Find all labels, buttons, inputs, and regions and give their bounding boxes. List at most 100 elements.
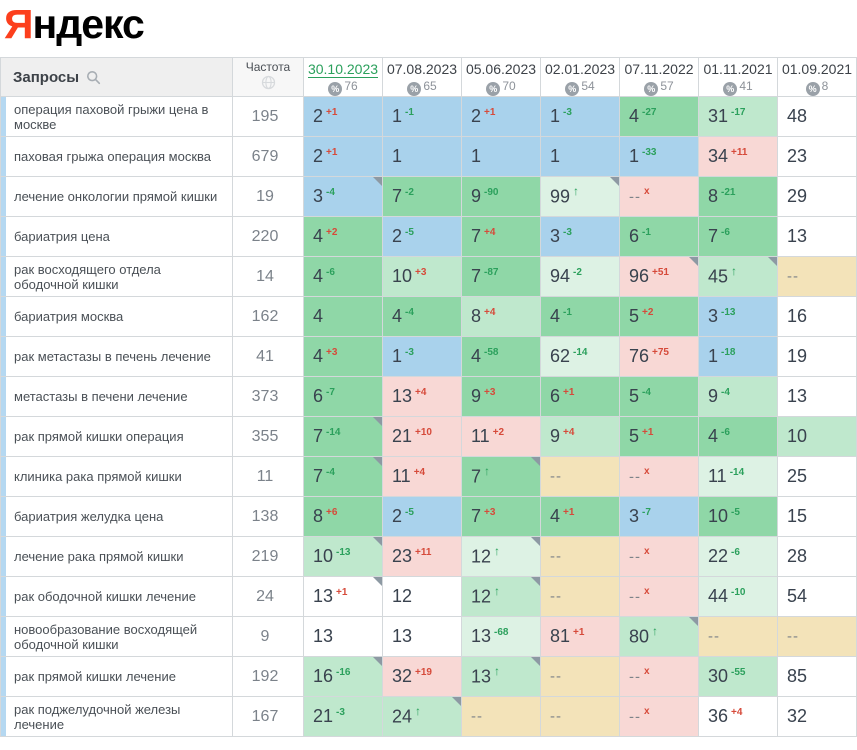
position-cell[interactable]: 13: [382, 616, 462, 657]
date-label[interactable]: 02.01.2023: [544, 61, 616, 77]
position-cell[interactable]: 22 -6: [698, 536, 778, 577]
query-text[interactable]: рак поджелудочной железы лечение: [14, 701, 181, 732]
query-text[interactable]: рак прямой кишки операция: [14, 429, 184, 444]
position-cell[interactable]: 13: [777, 216, 857, 257]
position-cell[interactable]: --: [777, 616, 857, 657]
position-cell[interactable]: 8 +6: [303, 496, 383, 537]
position-cell[interactable]: -- x: [619, 456, 699, 497]
position-cell[interactable]: 34 +11: [698, 136, 778, 177]
search-icon[interactable]: [86, 70, 101, 85]
date-label[interactable]: 01.11.2021: [703, 61, 773, 77]
query-cell[interactable]: рак прямой кишки лечение: [0, 656, 233, 697]
position-cell[interactable]: --: [540, 656, 620, 697]
position-cell[interactable]: 8 +4: [461, 296, 541, 337]
date-column-header-02.01.2023[interactable]: 02.01.2023% 54: [540, 57, 620, 97]
position-cell[interactable]: 45 ↑: [698, 256, 778, 297]
query-text[interactable]: бариатрия цена: [14, 229, 110, 244]
position-cell[interactable]: --: [540, 696, 620, 737]
position-cell[interactable]: 1 -33: [619, 136, 699, 177]
date-column-header-05.06.2023[interactable]: 05.06.2023% 70: [461, 57, 541, 97]
query-text[interactable]: бариатрия москва: [14, 309, 124, 324]
date-column-header-07.08.2023[interactable]: 07.08.2023% 65: [382, 57, 462, 97]
position-cell[interactable]: 16 -16: [303, 656, 383, 697]
position-cell[interactable]: -- x: [619, 576, 699, 617]
query-cell[interactable]: рак ободочной кишки лечение: [0, 576, 233, 617]
position-cell[interactable]: --: [461, 696, 541, 737]
position-cell[interactable]: 1 -3: [382, 336, 462, 377]
position-cell[interactable]: 1 -18: [698, 336, 778, 377]
position-cell[interactable]: 12 ↑: [461, 536, 541, 577]
position-cell[interactable]: 11 +2: [461, 416, 541, 457]
position-cell[interactable]: 32 +19: [382, 656, 462, 697]
position-cell[interactable]: 13 +4: [382, 376, 462, 417]
position-cell[interactable]: 48: [777, 96, 857, 137]
position-cell[interactable]: 9 +4: [540, 416, 620, 457]
query-text[interactable]: рак ободочной кишки лечение: [14, 589, 196, 604]
position-cell[interactable]: 3 -4: [303, 176, 383, 217]
position-cell[interactable]: 4 -6: [698, 416, 778, 457]
position-cell[interactable]: 3 -13: [698, 296, 778, 337]
position-cell[interactable]: 28: [777, 536, 857, 577]
position-cell[interactable]: --: [540, 576, 620, 617]
position-cell[interactable]: 3 -3: [540, 216, 620, 257]
position-cell[interactable]: 24 ↑: [382, 696, 462, 737]
position-cell[interactable]: 1: [382, 136, 462, 177]
position-cell[interactable]: 80 ↑: [619, 616, 699, 657]
position-cell[interactable]: 7 -14: [303, 416, 383, 457]
position-cell[interactable]: 7 -2: [382, 176, 462, 217]
position-cell[interactable]: 6 +1: [540, 376, 620, 417]
position-cell[interactable]: 54: [777, 576, 857, 617]
query-cell[interactable]: паховая грыжа операция москва: [0, 136, 233, 177]
position-cell[interactable]: 10 -13: [303, 536, 383, 577]
position-cell[interactable]: 30 -55: [698, 656, 778, 697]
query-cell[interactable]: бариатрия цена: [0, 216, 233, 257]
position-cell[interactable]: 12: [382, 576, 462, 617]
position-cell[interactable]: 99 ↑: [540, 176, 620, 217]
queries-column-header[interactable]: Запросы: [0, 57, 233, 97]
position-cell[interactable]: 10 +3: [382, 256, 462, 297]
position-cell[interactable]: 7 +3: [461, 496, 541, 537]
position-cell[interactable]: 32: [777, 696, 857, 737]
query-text[interactable]: лечение рака прямой кишки: [14, 549, 184, 564]
position-cell[interactable]: 13: [303, 616, 383, 657]
date-column-header-07.11.2022[interactable]: 07.11.2022% 57: [619, 57, 699, 97]
query-text[interactable]: рак прямой кишки лечение: [14, 669, 176, 684]
date-column-header-01.09.2021[interactable]: 01.09.2021% 8: [777, 57, 857, 97]
position-cell[interactable]: -- x: [619, 176, 699, 217]
position-cell[interactable]: 8 -21: [698, 176, 778, 217]
date-label[interactable]: 05.06.2023: [465, 61, 537, 77]
position-cell[interactable]: 1 -3: [540, 96, 620, 137]
position-cell[interactable]: 13 ↑: [461, 656, 541, 697]
query-cell[interactable]: метастазы в печени лечение: [0, 376, 233, 417]
frequency-column-header[interactable]: Частота: [232, 57, 304, 97]
query-cell[interactable]: рак восходящего отдела ободочной кишки: [0, 256, 233, 297]
position-cell[interactable]: 6 -1: [619, 216, 699, 257]
position-cell[interactable]: --: [698, 616, 778, 657]
position-cell[interactable]: 5 +2: [619, 296, 699, 337]
position-cell[interactable]: 7 ↑: [461, 456, 541, 497]
position-cell[interactable]: 7 -87: [461, 256, 541, 297]
position-cell[interactable]: --: [540, 536, 620, 577]
position-cell[interactable]: 4 +2: [303, 216, 383, 257]
date-column-header-01.11.2021[interactable]: 01.11.2021% 41: [698, 57, 778, 97]
query-cell[interactable]: новообразование восходящей ободочной киш…: [0, 616, 233, 657]
position-cell[interactable]: 5 +1: [619, 416, 699, 457]
position-cell[interactable]: 25: [777, 456, 857, 497]
position-cell[interactable]: 4 -6: [303, 256, 383, 297]
query-text[interactable]: метастазы в печени лечение: [14, 389, 188, 404]
position-cell[interactable]: 2 +1: [303, 136, 383, 177]
position-cell[interactable]: 85: [777, 656, 857, 697]
position-cell[interactable]: 9 +3: [461, 376, 541, 417]
position-cell[interactable]: 7 -6: [698, 216, 778, 257]
position-cell[interactable]: 96 +51: [619, 256, 699, 297]
position-cell[interactable]: 21 +10: [382, 416, 462, 457]
position-cell[interactable]: 23 +11: [382, 536, 462, 577]
position-cell[interactable]: 2 -5: [382, 496, 462, 537]
position-cell[interactable]: 5 -4: [619, 376, 699, 417]
position-cell[interactable]: 11 +4: [382, 456, 462, 497]
position-cell[interactable]: 7 -4: [303, 456, 383, 497]
position-cell[interactable]: 1 -1: [382, 96, 462, 137]
date-label[interactable]: 07.08.2023: [386, 61, 458, 77]
position-cell[interactable]: -- x: [619, 536, 699, 577]
position-cell[interactable]: 13 +1: [303, 576, 383, 617]
